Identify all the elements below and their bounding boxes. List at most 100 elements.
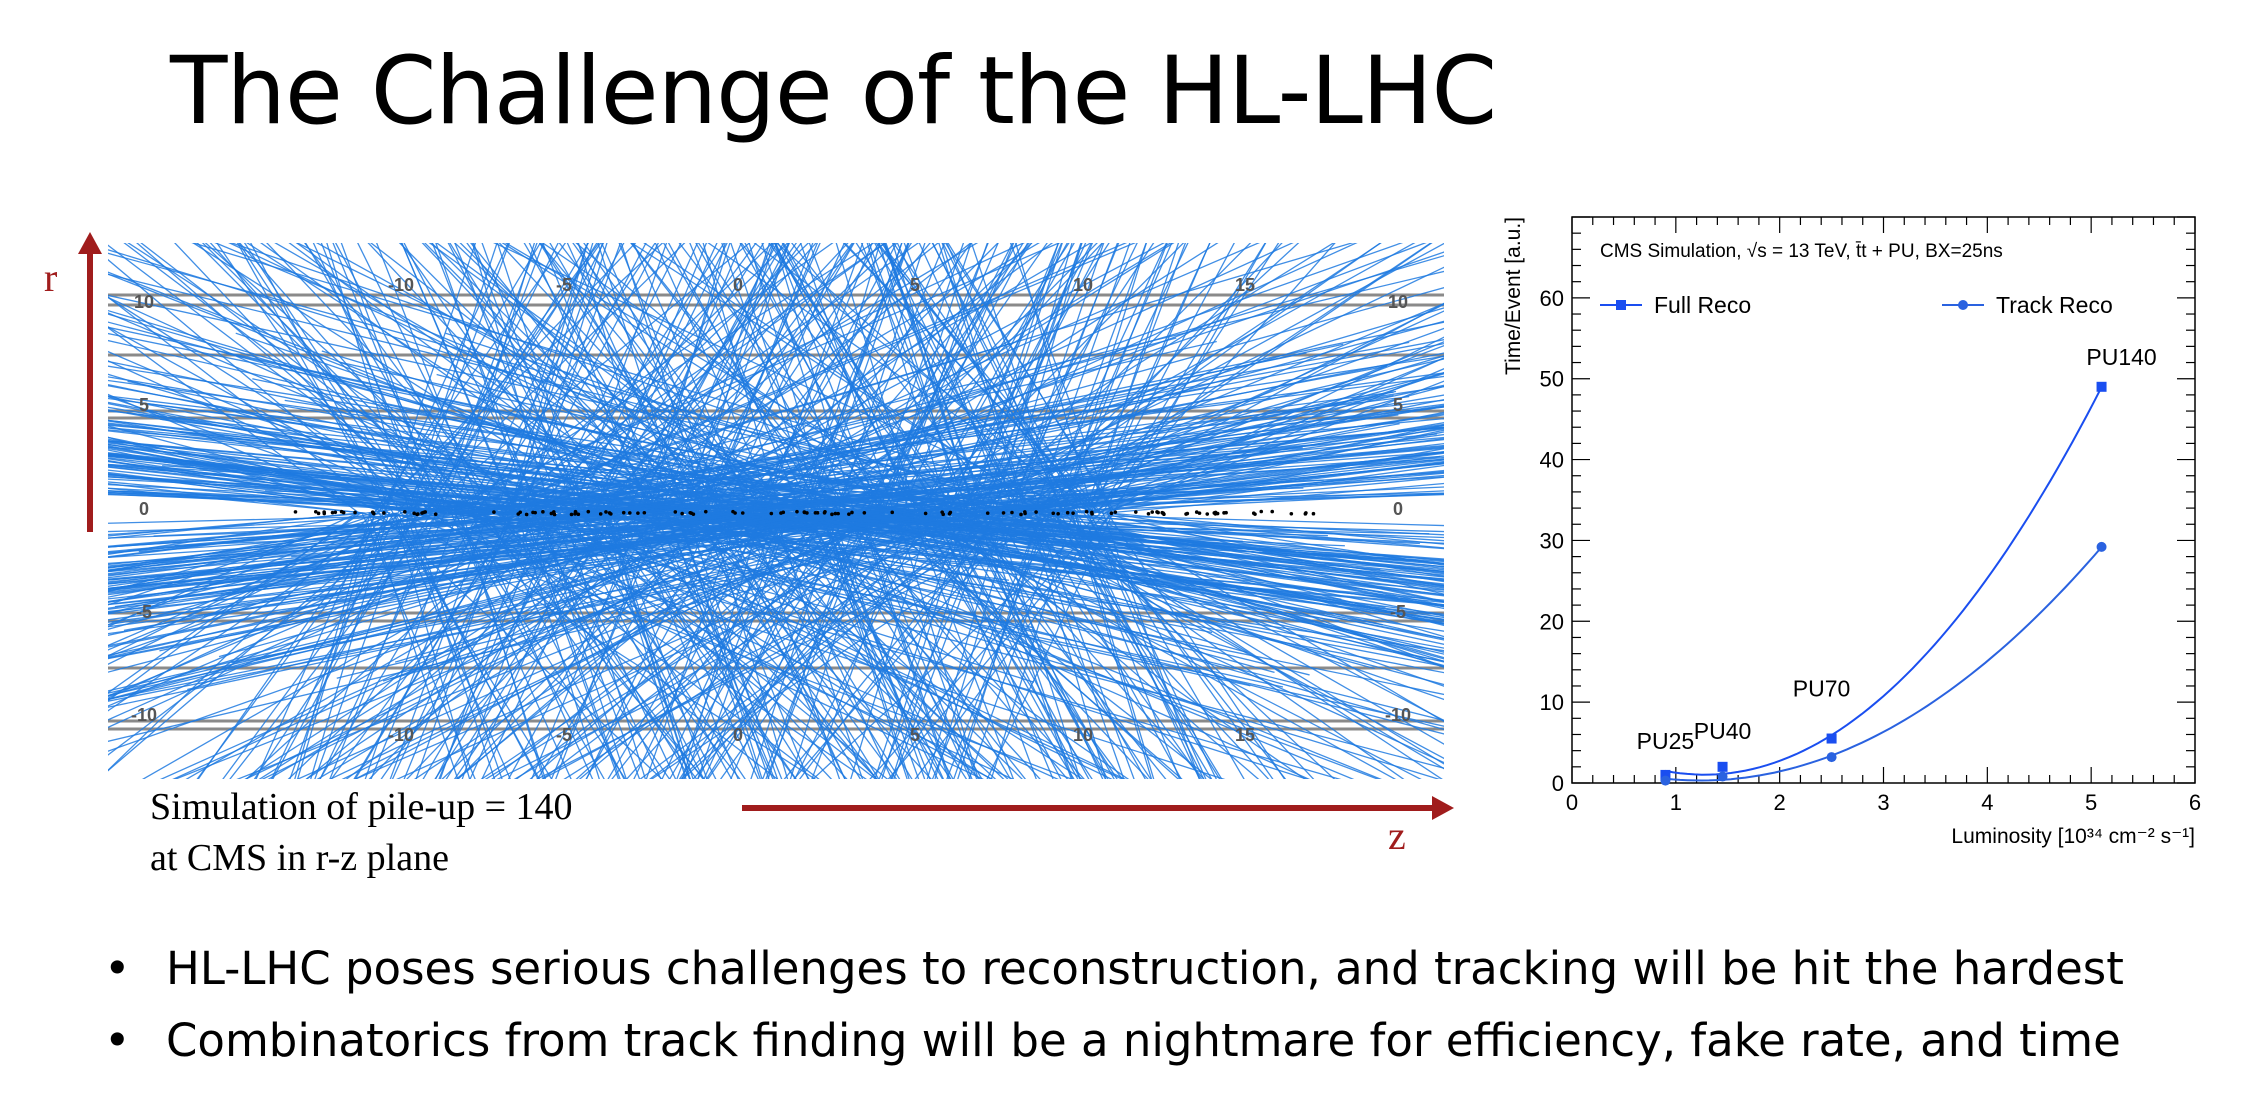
track-line bbox=[108, 454, 776, 514]
track-line bbox=[454, 512, 1034, 629]
y-tick-label: 20 bbox=[1540, 609, 1564, 634]
track-line bbox=[492, 243, 1081, 514]
track-line bbox=[955, 512, 1444, 663]
track-reco-point bbox=[1826, 752, 1837, 763]
track-line bbox=[123, 512, 806, 632]
beamline-gap-left bbox=[108, 509, 348, 517]
track-line bbox=[394, 512, 901, 663]
track-line bbox=[633, 243, 778, 514]
vertex-dot bbox=[1270, 509, 1275, 514]
vertex-dot bbox=[680, 511, 684, 516]
track-line bbox=[296, 243, 856, 514]
track-line bbox=[159, 512, 790, 652]
track-line bbox=[973, 243, 1155, 514]
track-line bbox=[839, 433, 1444, 514]
vertex-dot bbox=[604, 510, 608, 514]
track-line bbox=[1040, 512, 1444, 603]
track-line bbox=[420, 417, 1444, 514]
track-line bbox=[108, 512, 398, 626]
track-line bbox=[108, 512, 519, 571]
vertex-dot bbox=[322, 510, 326, 514]
vertex-dot bbox=[813, 511, 818, 515]
track-line bbox=[108, 512, 915, 615]
vertex-dot bbox=[850, 510, 854, 515]
track-line bbox=[108, 512, 914, 621]
track-line bbox=[108, 244, 462, 514]
track-line bbox=[744, 512, 1248, 654]
vertex-dot bbox=[830, 512, 834, 517]
vertex-dot bbox=[862, 510, 867, 515]
track-line bbox=[108, 379, 1071, 514]
track-line bbox=[108, 442, 734, 514]
track-reco-point bbox=[2096, 541, 2107, 552]
track-line bbox=[284, 399, 1022, 514]
track-line bbox=[108, 512, 729, 659]
vertex-dot bbox=[569, 512, 574, 517]
track-line bbox=[941, 243, 1029, 514]
track-line bbox=[108, 478, 798, 514]
track-line bbox=[296, 512, 896, 779]
track-line bbox=[231, 512, 1034, 664]
track-line bbox=[866, 243, 950, 514]
track-line bbox=[108, 440, 506, 514]
track-line bbox=[932, 512, 1444, 573]
track-line bbox=[621, 512, 1444, 662]
track-line bbox=[850, 512, 932, 779]
track-line bbox=[782, 243, 941, 514]
z-tick-label-bottom: 5 bbox=[910, 725, 920, 745]
track-line bbox=[794, 512, 928, 779]
track-line bbox=[566, 512, 1441, 779]
track-line bbox=[252, 378, 903, 514]
track-line bbox=[108, 512, 847, 589]
track-line bbox=[667, 243, 815, 514]
track-line bbox=[847, 428, 1444, 514]
event-display-panel: -10 -10 -5 -5 0 0 5 5 10 10 15 15 10 5 0 -5 -10 10 5 0 -5 -10 bbox=[108, 243, 1444, 779]
track-line bbox=[260, 243, 640, 514]
track-line bbox=[1036, 492, 1444, 514]
track-line bbox=[108, 512, 530, 630]
legend-label-full-reco: Full Reco bbox=[1654, 292, 1751, 318]
track-line bbox=[108, 376, 928, 514]
y-axis-title: Time/Event [a.u.] bbox=[1502, 217, 1525, 375]
vertex-dot bbox=[1259, 509, 1264, 514]
track-line bbox=[783, 512, 1002, 779]
track-line bbox=[798, 512, 1444, 585]
track-line bbox=[108, 427, 1054, 514]
track-line bbox=[664, 394, 1394, 514]
track-line bbox=[472, 341, 1410, 514]
vertex-dot bbox=[1051, 511, 1056, 516]
y-tick-label: 30 bbox=[1540, 528, 1564, 553]
track-line bbox=[543, 243, 682, 514]
track-line bbox=[507, 512, 656, 779]
pileup-annotation: PU140 bbox=[2086, 344, 2156, 370]
r-axis-label: r bbox=[44, 255, 58, 300]
track-line bbox=[250, 243, 394, 514]
track-line bbox=[541, 342, 1444, 514]
r-tick-label-left: 10 bbox=[134, 292, 154, 312]
track-line bbox=[502, 337, 1177, 514]
r-tick-label-right: 5 bbox=[1393, 395, 1403, 415]
bullet-text: Combinatorics from track finding will be… bbox=[166, 1014, 2121, 1067]
track-line bbox=[918, 243, 1068, 514]
track-line bbox=[766, 406, 1444, 514]
x-tick-label: 4 bbox=[1981, 790, 1993, 815]
vertex-dot bbox=[1071, 511, 1075, 515]
vertex-dot bbox=[847, 512, 851, 516]
full-reco-point bbox=[1660, 769, 1671, 780]
track-line bbox=[108, 512, 1033, 700]
bullet-list: • HL-LHC poses serious challenges to reco… bbox=[96, 933, 2124, 1077]
track-line bbox=[108, 512, 801, 583]
track-line bbox=[685, 512, 779, 779]
vertex-dot bbox=[1084, 509, 1089, 514]
track-line bbox=[708, 512, 1355, 779]
vertex-dot bbox=[1197, 511, 1202, 515]
chart-legend: Full Reco Track Reco bbox=[1600, 292, 2113, 318]
event-caption-line-1: Simulation of pile-up = 140 bbox=[150, 786, 573, 828]
track-line bbox=[666, 444, 1444, 514]
vertex-dot bbox=[313, 509, 318, 514]
vertex-dot bbox=[642, 510, 647, 515]
track-line bbox=[697, 512, 1444, 632]
track-line bbox=[946, 243, 1064, 514]
vertex-dot bbox=[769, 511, 774, 516]
